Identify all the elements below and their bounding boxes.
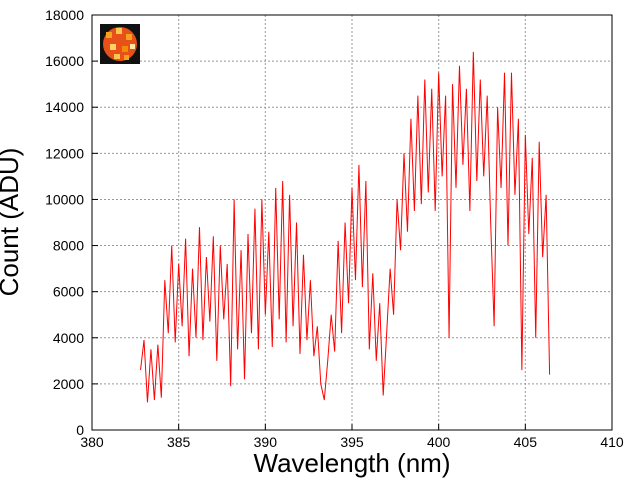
y-tick-label: 18000: [45, 7, 84, 23]
logo: [100, 24, 140, 64]
plot-frame: [91, 14, 613, 431]
x-tick-label: 400: [427, 434, 451, 450]
x-tick-label: 405: [514, 434, 538, 450]
plot: [140, 51, 551, 403]
x-tick-label: 390: [254, 434, 278, 450]
x-tick-label: 410: [600, 434, 624, 450]
y-axis-label: Count (ADU): [0, 148, 24, 297]
y-tick-label: 16000: [45, 53, 84, 69]
y-tick-label: 0: [76, 422, 84, 438]
y-tick-label: 14000: [45, 99, 84, 115]
x-tick-label: 385: [167, 434, 191, 450]
x-tick-label: 380: [80, 434, 104, 450]
x-axis-label: Wavelength (nm): [254, 448, 451, 478]
y-tick-label: 8000: [53, 238, 84, 254]
spectrum-line: [140, 51, 551, 403]
y-tick-label: 4000: [53, 330, 84, 346]
y-tick-label: 12000: [45, 145, 84, 161]
y-tick-label: 10000: [45, 191, 84, 207]
y-tick-label: 6000: [53, 284, 84, 300]
y-tick-label: 2000: [53, 376, 84, 392]
x-tick-label: 395: [340, 434, 364, 450]
